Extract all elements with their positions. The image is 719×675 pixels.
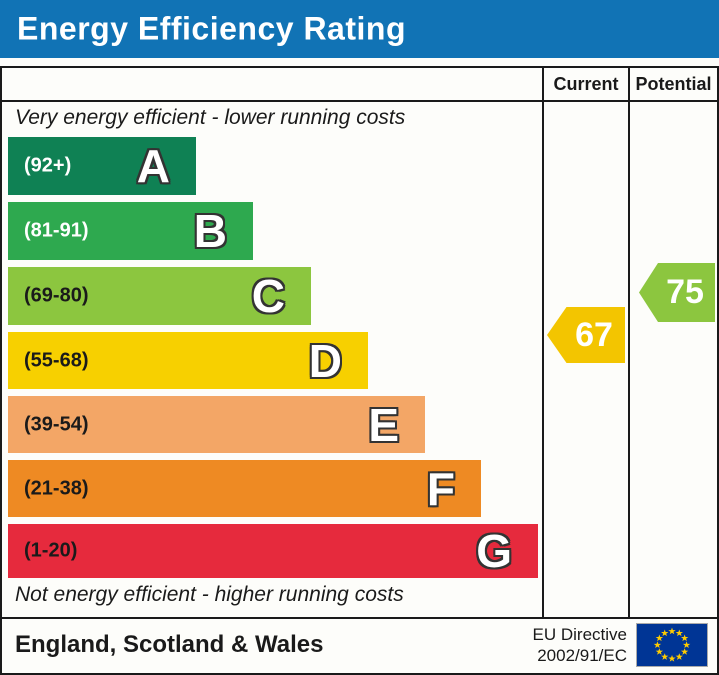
band-letter: B xyxy=(193,205,227,257)
band-letter: C xyxy=(251,270,285,322)
rating-band-e: (39-54) E xyxy=(8,396,425,453)
potential-rating-value: 75 xyxy=(666,273,704,311)
column-divider xyxy=(542,68,544,617)
header-divider xyxy=(2,100,717,102)
footer-bar: England, Scotland & Wales EU Directive 2… xyxy=(0,619,719,675)
current-column-header: Current xyxy=(553,74,619,94)
current-rating-arrow: 67 xyxy=(547,307,625,363)
band-range-label: (81-91) xyxy=(24,219,89,242)
region-label: England, Scotland & Wales xyxy=(15,631,324,658)
band-letter: G xyxy=(476,525,512,577)
rating-band-d: (55-68) D xyxy=(8,332,368,389)
band-range-label: (55-68) xyxy=(24,349,89,371)
rating-table: Current Potential Very energy efficient … xyxy=(0,66,719,619)
band-range-label: (1-20) xyxy=(24,539,78,562)
rating-band-b: (81-91) B xyxy=(8,202,253,260)
eu-directive-label: EU Directive 2002/91/EC xyxy=(532,625,627,665)
band-letter: A xyxy=(136,140,170,192)
rating-band-f: (21-38) F xyxy=(8,460,481,517)
page-title: Energy Efficiency Rating xyxy=(17,10,406,47)
band-range-label: (39-54) xyxy=(24,413,89,435)
rating-band-c: (69-80) C xyxy=(8,267,311,325)
band-range-label: (69-80) xyxy=(24,284,89,307)
potential-rating-arrow: 75 xyxy=(639,263,715,322)
band-range-label: (21-38) xyxy=(24,477,89,499)
band-letter: E xyxy=(368,398,399,451)
title-bar: Energy Efficiency Rating xyxy=(0,0,719,58)
band-range-label: (92+) xyxy=(24,154,72,177)
column-divider xyxy=(628,68,630,617)
rating-band-a: (92+) A xyxy=(8,137,196,195)
potential-column-header: Potential xyxy=(635,74,712,94)
current-rating-value: 67 xyxy=(575,315,613,354)
band-letter: F xyxy=(426,462,455,515)
top-note: Very energy efficient - lower running co… xyxy=(15,106,406,129)
rating-band-g: (1-20) G xyxy=(8,524,538,578)
bottom-note: Not energy efficient - higher running co… xyxy=(15,583,404,606)
eu-flag-icon xyxy=(636,623,708,667)
band-letter: D xyxy=(308,334,342,387)
